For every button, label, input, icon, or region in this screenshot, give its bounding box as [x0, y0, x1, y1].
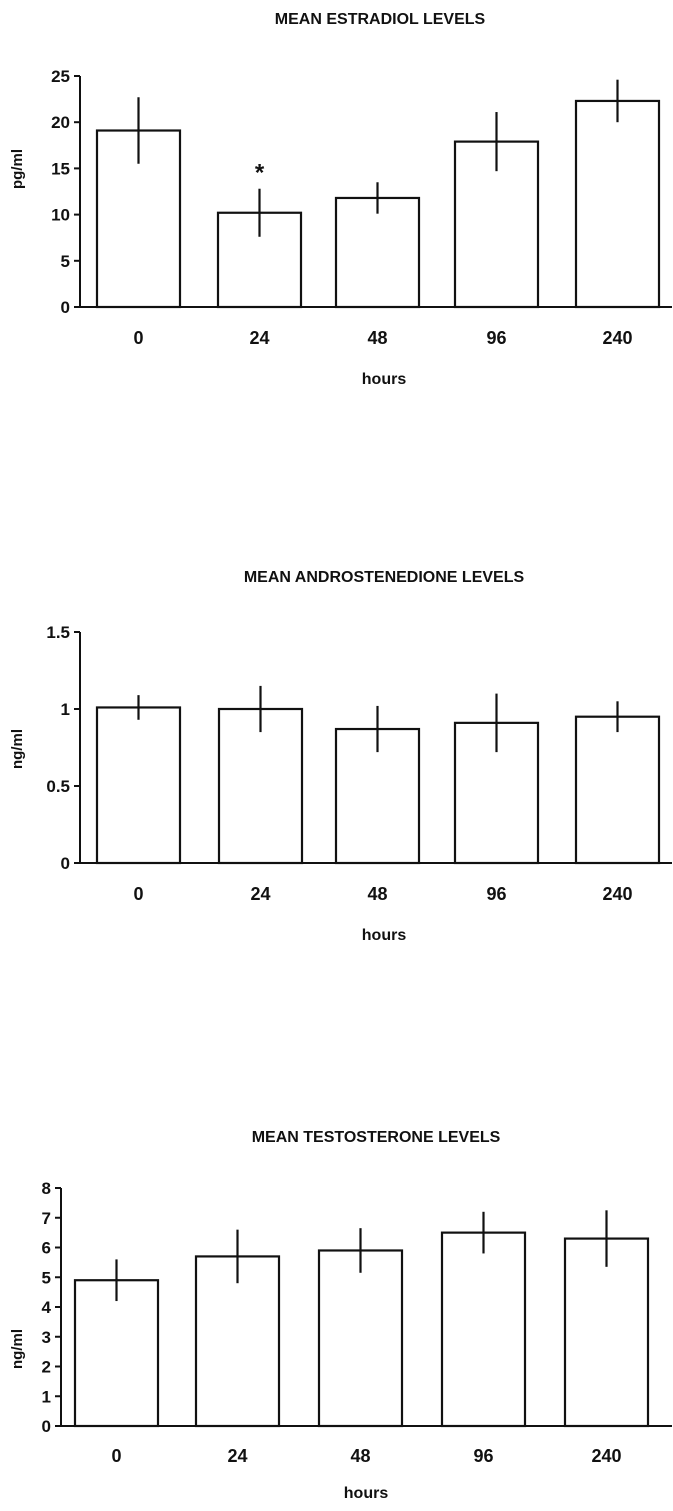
- androstenedione-chart-title: MEAN ANDROSTENEDIONE LEVELS: [244, 569, 525, 586]
- androstenedione-y-tick-label: 0: [61, 854, 70, 873]
- testosterone-y-tick-label: 7: [42, 1209, 51, 1228]
- androstenedione-y-axis-label: ng/ml: [9, 729, 26, 769]
- estradiol-x-tick-label: 240: [602, 328, 632, 348]
- testosterone-y-tick-label: 0: [42, 1417, 51, 1436]
- estradiol-x-tick-label: 24: [249, 328, 269, 348]
- estradiol-x-tick-label: 96: [486, 328, 506, 348]
- testosterone-bar: [194, 1255, 281, 1428]
- testosterone-y-tick-label: 6: [42, 1239, 51, 1258]
- androstenedione-y-tick-label: 0.5: [46, 777, 70, 796]
- estradiol-plot-area: 0 5 10 15 20 25 0 24 * 48 96 240: [51, 67, 672, 348]
- testosterone-bar: [440, 1231, 527, 1428]
- estradiol-x-tick-label: 48: [367, 328, 387, 348]
- estradiol-y-tick-label: 20: [51, 113, 70, 132]
- testosterone-bar: [563, 1237, 650, 1428]
- androstenedione-plot-area: 0 0.5 1 1.5 0 24 48 96 240: [46, 623, 672, 904]
- estradiol-y-axis-label: pg/ml: [9, 149, 26, 189]
- androstenedione-bar: [95, 706, 182, 865]
- testosterone-x-tick-label: 48: [350, 1446, 370, 1466]
- estradiol-chart-title: MEAN ESTRADIOL LEVELS: [275, 11, 486, 28]
- testosterone-x-tick-label: 24: [227, 1446, 247, 1466]
- testosterone-y-tick-label: 1: [42, 1387, 51, 1406]
- testosterone-bar: [317, 1249, 404, 1428]
- testosterone-chart-title: MEAN TESTOSTERONE LEVELS: [252, 1129, 501, 1146]
- androstenedione-chart: MEAN ANDROSTENEDIONE LEVELS ng/ml hours …: [9, 569, 672, 944]
- androstenedione-x-axis-label: hours: [362, 927, 407, 944]
- testosterone-y-tick-label: 3: [42, 1328, 51, 1347]
- estradiol-y-tick-label: 5: [61, 252, 70, 271]
- testosterone-chart: MEAN TESTOSTERONE LEVELS ng/ml hours 0 1 2…: [9, 1129, 672, 1502]
- testosterone-plot-area: 0 1 2 3 4 5 6 7 8 0 24 48 96 240: [42, 1179, 672, 1466]
- estradiol-y-tick-label: 0: [61, 298, 70, 317]
- estradiol-x-tick-label: 0: [133, 328, 143, 348]
- testosterone-bar: [73, 1279, 160, 1428]
- estradiol-bar: [574, 99, 661, 309]
- androstenedione-y-tick-label: 1.5: [46, 623, 70, 642]
- testosterone-y-tick-label: 2: [42, 1358, 51, 1377]
- androstenedione-bar: [217, 707, 304, 865]
- androstenedione-bar: [574, 715, 661, 865]
- androstenedione-x-tick-label: 48: [367, 884, 387, 904]
- estradiol-y-tick-label: 25: [51, 67, 70, 86]
- testosterone-y-tick-label: 4: [42, 1298, 52, 1317]
- estradiol-y-tick-label: 10: [51, 206, 70, 225]
- estradiol-x-axis-label: hours: [362, 371, 407, 388]
- testosterone-x-axis-label: hours: [344, 1485, 389, 1502]
- androstenedione-x-tick-label: 96: [486, 884, 506, 904]
- estradiol-bar: [334, 196, 421, 309]
- testosterone-y-axis-label: ng/ml: [9, 1329, 26, 1369]
- estradiol-y-tick-label: 15: [51, 159, 70, 178]
- testosterone-x-tick-label: 240: [591, 1446, 621, 1466]
- testosterone-y-tick-label: 5: [42, 1268, 51, 1287]
- androstenedione-x-tick-label: 24: [250, 884, 270, 904]
- testosterone-y-tick-label: 8: [42, 1179, 51, 1198]
- androstenedione-x-tick-label: 0: [133, 884, 143, 904]
- testosterone-x-tick-label: 0: [111, 1446, 121, 1466]
- estradiol-significance-marker: *: [255, 160, 265, 187]
- estradiol-chart: MEAN ESTRADIOL LEVELS pg/ml hours 0 5 10 15…: [9, 11, 672, 388]
- testosterone-x-tick-label: 96: [473, 1446, 493, 1466]
- androstenedione-y-tick-label: 1: [61, 700, 70, 719]
- androstenedione-x-tick-label: 240: [602, 884, 632, 904]
